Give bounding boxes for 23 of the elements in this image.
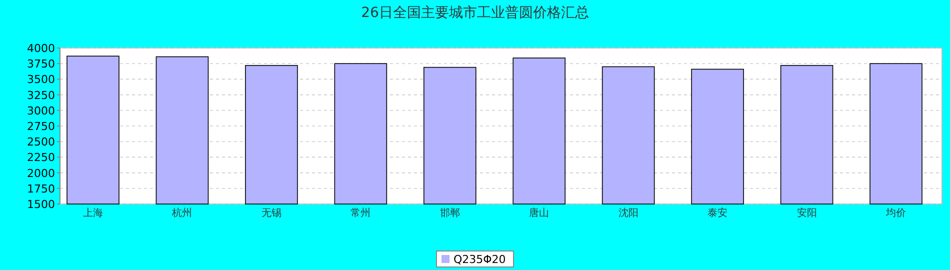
- y-tick-label: 2500: [27, 136, 55, 149]
- x-tick-label: 安阳: [796, 207, 817, 219]
- y-tick-label: 3500: [27, 73, 55, 86]
- x-tick-label: 邯郸: [440, 207, 460, 219]
- legend: Q235Φ20: [436, 250, 514, 268]
- y-tick-label: 2250: [27, 151, 55, 164]
- x-tick-label: 无锡: [261, 208, 282, 219]
- x-tick-label: 均价: [885, 207, 906, 219]
- x-tick-label: 常州: [350, 207, 371, 219]
- y-tick-label: 3000: [27, 104, 55, 118]
- x-tick-label: 杭州: [171, 207, 192, 219]
- x-tick-label: 沈阳: [618, 207, 638, 219]
- y-tick-label: 1750: [27, 182, 55, 196]
- y-tick-label: 3750: [27, 58, 55, 71]
- x-tick-label: 上海: [83, 207, 103, 219]
- chart-title: 26日全国主要城市工业普圆价格汇总: [361, 4, 589, 21]
- y-tick-label: 1500: [27, 198, 55, 211]
- y-tick-label: 2000: [27, 166, 55, 180]
- x-tick-label: 泰安: [708, 207, 728, 219]
- x-tick-label: 唐山: [529, 207, 550, 219]
- y-tick-label: 2750: [27, 120, 55, 133]
- y-tick-label: 3250: [27, 88, 55, 102]
- y-tick-label: 4000: [27, 42, 55, 55]
